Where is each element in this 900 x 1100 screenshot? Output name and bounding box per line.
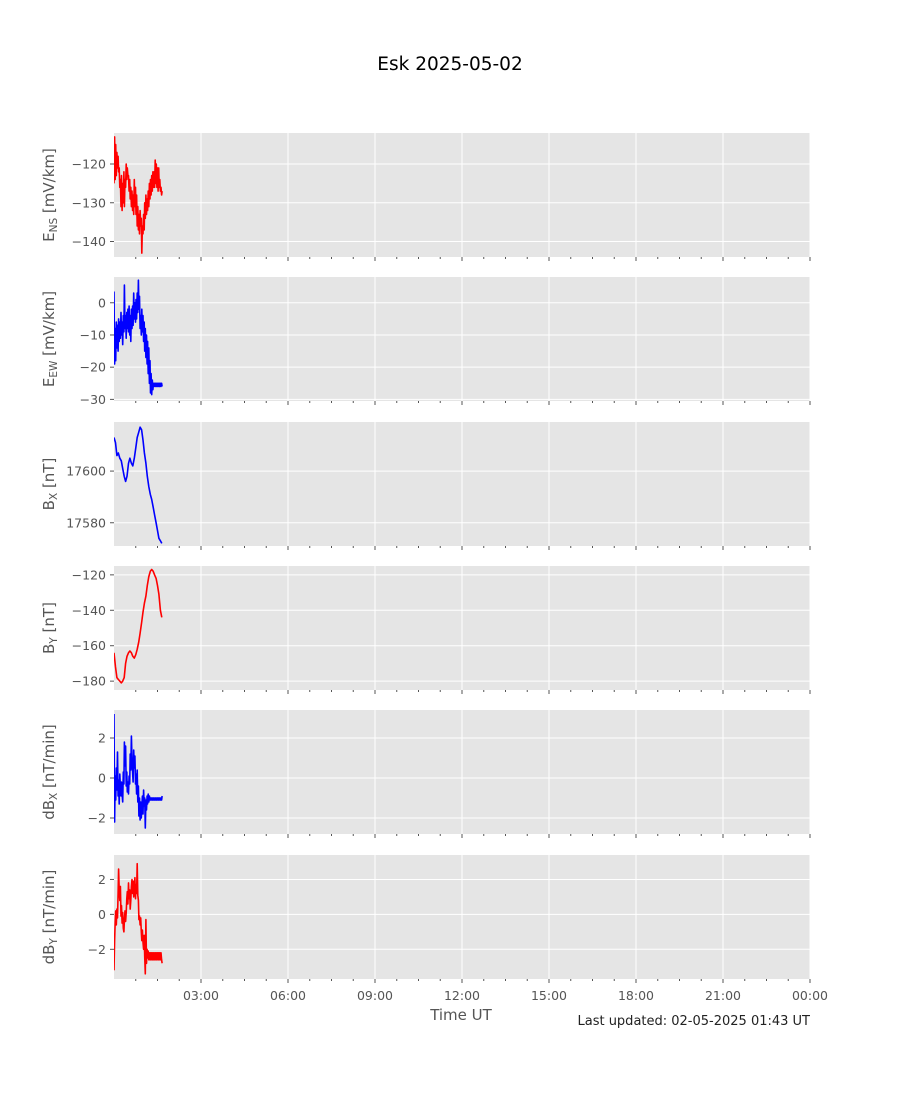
panel-2: 0 −10 −20 −30 EEW [mV/km] bbox=[40, 277, 811, 407]
x-tick-label: 21:00 bbox=[705, 988, 741, 1003]
y-tick-label: −160 bbox=[72, 638, 106, 653]
y-axis-label: BY [nT] bbox=[40, 602, 60, 654]
y-axis-label: dBY [nT/min] bbox=[40, 870, 60, 965]
y-tick-label: 2 bbox=[98, 731, 106, 746]
series-line bbox=[114, 136, 163, 254]
panel-5: 2 0 −2 dBX [nT/min] bbox=[40, 710, 811, 838]
y-tick-label: −120 bbox=[72, 157, 106, 172]
y-tick-label: −140 bbox=[72, 603, 106, 618]
y-tick-label: −10 bbox=[80, 327, 106, 342]
y-axis-label: dBX [nT/min] bbox=[40, 724, 60, 820]
y-tick-label: −140 bbox=[72, 234, 106, 249]
y-tick-label: 0 bbox=[98, 295, 106, 310]
y-tick-label: −180 bbox=[72, 674, 106, 689]
panel-6: 2 0 −2 dBY [nT/min] 03:00 06:00 09:00 12:00 15:0… bbox=[40, 855, 828, 1003]
x-tick-label: 15:00 bbox=[531, 988, 567, 1003]
last-updated-footer: Last updated: 02-05-2025 01:43 UT bbox=[577, 1014, 810, 1029]
x-tick-label: 06:00 bbox=[270, 988, 306, 1003]
series-line bbox=[114, 568, 163, 684]
x-tick-label: 03:00 bbox=[183, 988, 219, 1003]
series-line bbox=[114, 426, 163, 544]
y-tick-label: −2 bbox=[88, 942, 106, 957]
y-tick-label: 2 bbox=[98, 872, 106, 887]
y-axis-label: EEW [mV/km] bbox=[40, 291, 60, 387]
y-tick-label: 17580 bbox=[66, 515, 106, 530]
chart-title: Esk 2025-05-02 bbox=[377, 54, 522, 75]
panel-1: −120 −130 −140 ENS [mV/km] bbox=[40, 133, 811, 261]
series-line bbox=[114, 713, 163, 829]
y-axis-label: BX [nT] bbox=[40, 458, 60, 511]
x-tick-label: 09:00 bbox=[357, 988, 393, 1003]
y-tick-label: −20 bbox=[80, 360, 106, 375]
y-tick-label: −130 bbox=[72, 195, 106, 210]
y-axis-label: ENS [mV/km] bbox=[40, 148, 60, 242]
x-tick-label: 12:00 bbox=[444, 988, 480, 1003]
y-tick-label: −2 bbox=[88, 811, 106, 826]
series-line bbox=[114, 279, 163, 396]
y-tick-label: 0 bbox=[98, 771, 106, 786]
y-tick-label: 0 bbox=[98, 907, 106, 922]
x-tick-label: 00:00 bbox=[792, 988, 828, 1003]
y-tick-label: −120 bbox=[72, 567, 106, 582]
x-tick-label: 18:00 bbox=[618, 988, 654, 1003]
y-tick-label: 17600 bbox=[66, 464, 106, 479]
panel-4: −120 −140 −160 −180 BY [nT] bbox=[40, 566, 811, 694]
series-line bbox=[114, 862, 163, 975]
panel-3: 17600 17580 BX [nT] bbox=[40, 422, 811, 550]
y-tick-label: −30 bbox=[80, 392, 106, 407]
x-axis-label: Time UT bbox=[429, 1006, 492, 1024]
